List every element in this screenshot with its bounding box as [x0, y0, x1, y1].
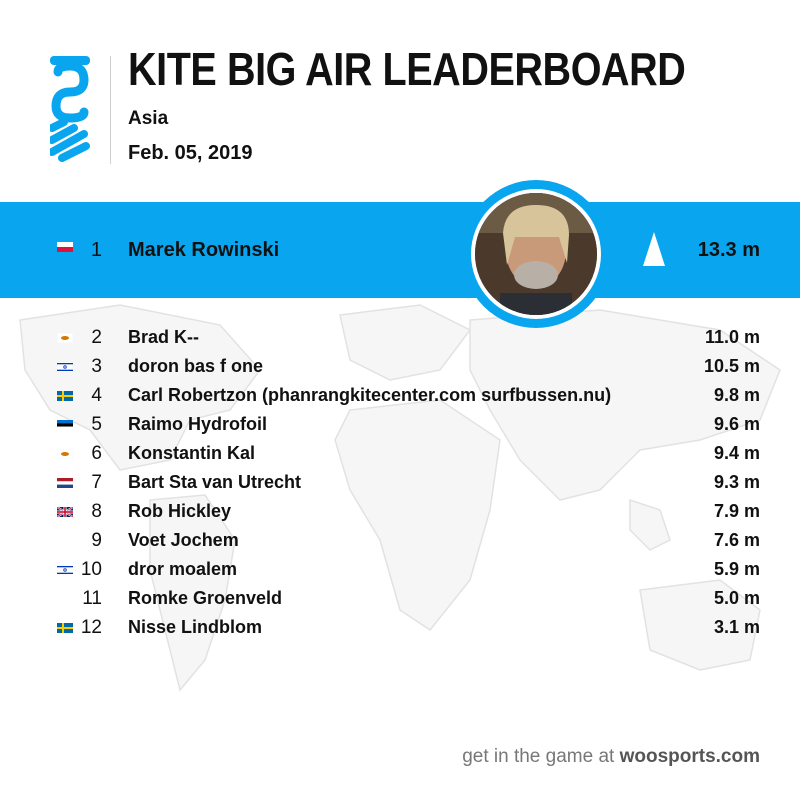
footer-brand[interactable]: woosports.com: [619, 746, 760, 767]
row-name[interactable]: Nisse Lindblom: [128, 617, 263, 637]
row-rank: 10: [80, 559, 102, 580]
row-name[interactable]: Konstantin Kal: [128, 443, 256, 463]
row-rank: 5: [91, 414, 102, 435]
flag-israel-icon: [57, 362, 73, 372]
flag-uk-icon: [57, 507, 73, 517]
leaderboard-row[interactable]: 8 Rob Hickley 7.9 m: [0, 499, 800, 528]
row-value: 9.4 m: [713, 443, 760, 463]
row-rank: 4: [91, 385, 102, 406]
trophy-arrow-icon: [643, 232, 665, 266]
flag-cyprus-icon: [57, 449, 73, 459]
leaderboard-row[interactable]: 3 doron bas f one 10.5 m: [0, 354, 800, 383]
footer-link[interactable]: get in the game at woosports.com: [462, 746, 760, 768]
rider-photo: [475, 193, 597, 315]
row-name[interactable]: Voet Jochem: [128, 530, 239, 550]
row-value: 11.0 m: [704, 327, 760, 347]
flag-estonia-icon: [57, 420, 73, 430]
leaderboard-row[interactable]: 12 Nisse Lindblom 3.1 m: [0, 615, 800, 644]
row-rank: 12: [80, 617, 102, 638]
leader-avatar[interactable]: [462, 180, 610, 328]
row-value: 7.9 m: [713, 501, 760, 521]
row-name[interactable]: Carl Robertzon (phanrangkitecenter.com s…: [128, 385, 612, 405]
row-value: 9.3 m: [713, 472, 760, 492]
leader-banner: 1 Marek Rowinski 13.3 m: [0, 202, 800, 298]
leaderboard-row[interactable]: 10 dror moalem 5.9 m: [0, 557, 800, 586]
row-name[interactable]: Raimo Hydrofoil: [128, 414, 268, 434]
leaderboard-row[interactable]: 5 Raimo Hydrofoil 9.6 m: [0, 412, 800, 441]
row-rank: 2: [91, 327, 102, 348]
row-name[interactable]: Romke Groenveld: [128, 588, 283, 608]
world-map-background: [19, 304, 781, 692]
leaderboard-row[interactable]: 6 Konstantin Kal 9.4 m: [0, 441, 800, 470]
row-name[interactable]: Rob Hickley: [128, 501, 232, 521]
region-label: Asia: [128, 108, 169, 129]
row-rank: 7: [91, 472, 102, 493]
leaderboard-row[interactable]: 9 Voet Jochem 7.6 m: [0, 528, 800, 557]
flag-sweden-icon: [57, 623, 73, 633]
row-value: 10.5 m: [703, 356, 760, 376]
row-rank: 8: [91, 501, 102, 522]
leaderboard-row[interactable]: 7 Bart Sta van Utrecht 9.3 m: [0, 470, 800, 499]
row-value: 3.1 m: [713, 617, 760, 637]
page-title: KITE BIG AIR LEADERBOARD: [128, 43, 686, 95]
header-divider: [110, 56, 111, 164]
footer-prefix: get in the game at: [462, 746, 620, 767]
row-value: 7.6 m: [713, 530, 760, 550]
flag-sweden-icon: [57, 391, 73, 401]
leaderboard-row[interactable]: 11 Romke Groenveld 5.0 m: [0, 586, 800, 615]
row-value: 5.0 m: [713, 588, 760, 608]
row-value: 9.8 m: [713, 385, 760, 405]
leader-rank: 1: [90, 239, 102, 261]
date-label: Feb. 05, 2019: [128, 142, 253, 164]
row-rank: 3: [91, 356, 102, 377]
leaderboard-row[interactable]: 4 Carl Robertzon (phanrangkitecenter.com…: [0, 383, 800, 412]
row-name[interactable]: Bart Sta van Utrecht: [128, 472, 302, 492]
row-rank: 11: [82, 588, 102, 609]
flag-israel-icon: [57, 565, 73, 575]
row-rank: 9: [91, 530, 102, 551]
row-name[interactable]: Brad K--: [128, 327, 199, 347]
row-rank: 6: [91, 443, 102, 464]
row-name[interactable]: dror moalem: [128, 559, 238, 579]
woo-logo-icon: [50, 56, 90, 162]
row-name[interactable]: doron bas f one: [128, 356, 263, 376]
row-value: 9.6 m: [713, 414, 760, 434]
flag-netherlands-icon: [57, 478, 73, 488]
leaderboard-row[interactable]: 2 Brad K-- 11.0 m: [0, 325, 800, 354]
flag-cyprus-icon: [57, 333, 73, 343]
leader-name[interactable]: Marek Rowinski: [128, 239, 280, 261]
leader-value: 13.3 m: [697, 239, 760, 261]
flag-poland-icon: [57, 242, 73, 252]
row-value: 5.9 m: [713, 559, 760, 579]
